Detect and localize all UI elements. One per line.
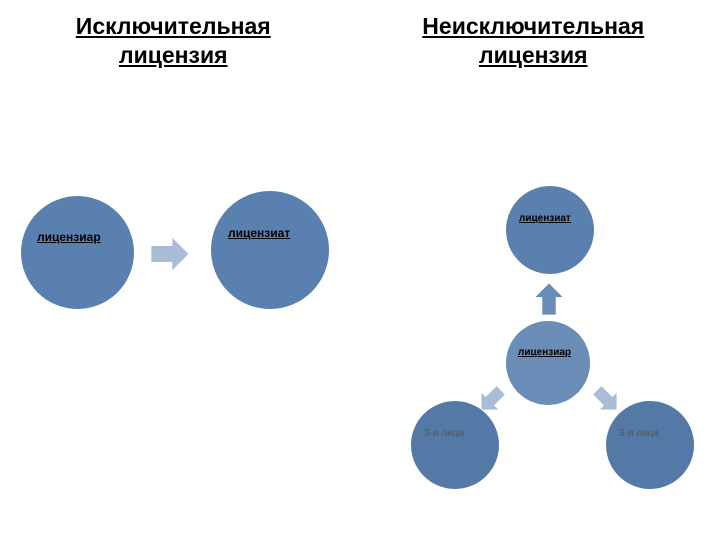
node-label: лицензиат bbox=[211, 191, 290, 240]
node-circle: 3-и лица bbox=[605, 400, 695, 490]
node-label: лицензиар bbox=[21, 196, 101, 244]
node-circle: лицензиар bbox=[20, 195, 135, 310]
node-label: лицензиар bbox=[506, 321, 571, 358]
node-circle: лицензиат bbox=[505, 185, 595, 275]
node-label: 3-и лица bbox=[606, 401, 659, 439]
titles-row: Исключительнаялицензия Неисключительнаял… bbox=[0, 0, 720, 70]
right-diagram: лицензиат лицензиар 3-и лица 3-и лица bbox=[400, 185, 710, 495]
left-diagram: лицензиар лицензиат bbox=[20, 190, 360, 350]
title-right: Неисключительнаялицензия bbox=[422, 12, 644, 70]
node-circle: лицензиат bbox=[210, 190, 330, 310]
arrow-icon bbox=[533, 280, 565, 318]
node-label: 3-и лица bbox=[411, 401, 464, 439]
node-label: лицензиат bbox=[506, 186, 571, 224]
arrow-icon bbox=[145, 235, 195, 273]
node-circle: лицензиар bbox=[505, 320, 591, 406]
title-left: Исключительнаялицензия bbox=[76, 12, 271, 70]
node-circle: 3-и лица bbox=[410, 400, 500, 490]
